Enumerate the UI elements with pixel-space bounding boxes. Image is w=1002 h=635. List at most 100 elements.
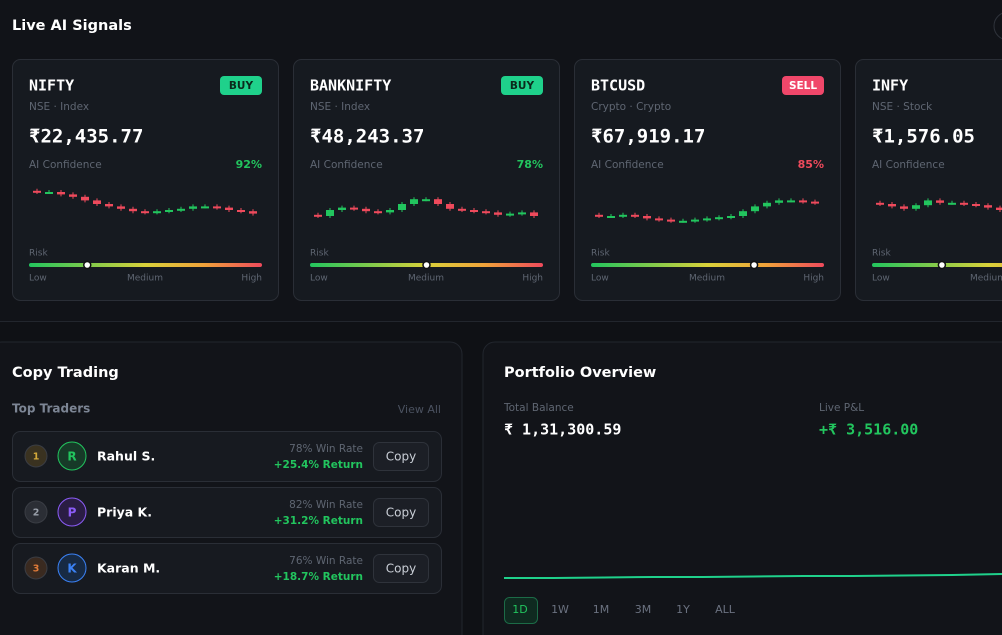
balance-line (504, 573, 1002, 579)
scroll-button[interactable] (993, 12, 1002, 40)
candle (350, 207, 358, 210)
candle (530, 212, 538, 216)
candle (81, 196, 89, 201)
portfolio-panel (482, 341, 1002, 635)
risk-bar (29, 263, 262, 267)
candle (249, 211, 257, 214)
panel-title: Portfolio Overview (504, 365, 656, 381)
candle (494, 212, 502, 215)
confidence-label: AI Confidence (591, 159, 664, 171)
meta: Crypto · Crypto (591, 101, 671, 113)
avatar (57, 441, 87, 471)
candle (434, 199, 442, 204)
avatar (57, 553, 87, 583)
candle (458, 208, 466, 211)
signal-card[interactable] (574, 59, 841, 301)
candle (607, 216, 615, 218)
risk-label: Risk (591, 249, 610, 259)
view-all[interactable]: View All (398, 403, 441, 416)
candle (386, 210, 394, 213)
risk-marker (937, 260, 947, 270)
candle (972, 204, 980, 206)
return: +18.7% Return (274, 571, 363, 583)
candle (398, 204, 406, 210)
avatar-initial: K (67, 562, 77, 576)
action-label: BUY (229, 80, 254, 92)
panel-title: Copy Trading (12, 365, 119, 381)
candle (57, 192, 65, 195)
range-tab[interactable]: 1W (551, 603, 569, 616)
rank-badge (24, 500, 48, 524)
signal-card[interactable] (12, 59, 279, 301)
candle (518, 212, 526, 215)
risk-scale: Low (591, 274, 609, 284)
copy-button[interactable] (373, 442, 429, 471)
candle (506, 213, 514, 216)
risk-scale: High (803, 274, 824, 284)
candle (984, 205, 992, 208)
risk-label: Risk (310, 249, 329, 259)
range-tab[interactable]: 3M (635, 603, 652, 616)
symbol: INFY (872, 77, 908, 95)
candle (33, 190, 41, 193)
risk-marker (749, 260, 759, 270)
risk-scale: High (522, 274, 543, 284)
action-badge (220, 76, 262, 95)
confidence-label: AI Confidence (872, 159, 945, 171)
candle (105, 204, 113, 207)
candle (960, 202, 968, 205)
signal-card[interactable] (855, 59, 1002, 301)
meta: NSE · Index (29, 101, 89, 113)
range-tab[interactable]: 1D (512, 603, 527, 616)
rank: 1 (33, 452, 40, 463)
rank-badge (24, 556, 48, 580)
win-rate: 78% Win Rate (289, 443, 363, 455)
candle (410, 199, 418, 204)
price: ₹22,435.77 (29, 126, 143, 148)
price: ₹1,576.05 (872, 126, 975, 148)
rank-badge (24, 444, 48, 468)
candle (787, 200, 795, 203)
candle (996, 207, 1002, 210)
range-tab[interactable]: ALL (715, 603, 736, 616)
symbol: NIFTY (29, 77, 74, 95)
return: +31.2% Return (274, 515, 363, 527)
copy-label[interactable]: Copy (386, 506, 416, 520)
avatar (57, 497, 87, 527)
signal-card[interactable] (293, 59, 560, 301)
trader-row (12, 431, 442, 482)
win-rate: 82% Win Rate (289, 499, 363, 511)
price: ₹67,919.17 (591, 126, 705, 148)
action-badge (501, 76, 543, 95)
candle (165, 210, 173, 212)
candle (667, 219, 675, 222)
copy-label[interactable]: Copy (386, 450, 416, 464)
meta: NSE · Index (310, 101, 370, 113)
trader-name: Rahul S. (97, 449, 155, 464)
candle (595, 214, 603, 217)
pnl-label: Live P&L (819, 402, 864, 414)
candle (69, 194, 77, 197)
candle (703, 218, 711, 221)
range-active[interactable] (504, 597, 538, 624)
candle (924, 200, 932, 206)
range-tab[interactable]: 1M (593, 603, 610, 616)
copy-button[interactable] (373, 498, 429, 527)
candle (45, 192, 53, 194)
range-tab[interactable]: 1Y (676, 603, 690, 616)
candle (888, 204, 896, 207)
meta: NSE · Stock (872, 101, 933, 113)
candle (338, 207, 346, 210)
confidence: 78% (517, 158, 543, 171)
candle (631, 214, 639, 217)
section-title: Live AI Signals (12, 18, 132, 34)
copy-button[interactable] (373, 554, 429, 583)
copy-label[interactable]: Copy (386, 562, 416, 576)
risk-scale: Medium (127, 274, 163, 284)
confidence: 85% (798, 158, 824, 171)
trader-name: Karan M. (97, 561, 160, 576)
candle (948, 202, 956, 205)
avatar-initial: P (68, 506, 77, 520)
risk-label: Risk (872, 249, 891, 259)
candle (201, 206, 209, 209)
